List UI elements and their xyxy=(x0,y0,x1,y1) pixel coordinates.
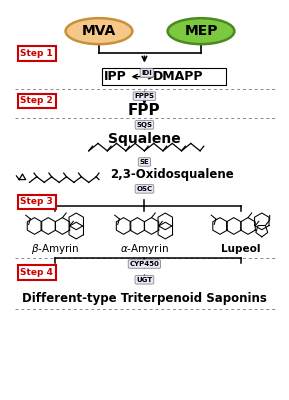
Text: Lupeol: Lupeol xyxy=(221,244,261,254)
Text: SQS: SQS xyxy=(136,122,152,128)
Text: Step 1: Step 1 xyxy=(21,49,53,58)
Text: Step 2: Step 2 xyxy=(21,96,53,105)
Ellipse shape xyxy=(66,18,132,44)
Text: SE: SE xyxy=(140,159,149,165)
Text: Squalene: Squalene xyxy=(108,132,181,146)
Text: 2,3-Oxidosqualene: 2,3-Oxidosqualene xyxy=(110,168,234,182)
Text: MVA: MVA xyxy=(82,24,116,38)
Ellipse shape xyxy=(168,18,234,44)
Text: MEP: MEP xyxy=(184,24,218,38)
Text: UGT: UGT xyxy=(136,277,153,283)
Text: Step 3: Step 3 xyxy=(21,197,53,206)
Text: CYP450: CYP450 xyxy=(129,261,159,267)
Text: IPP: IPP xyxy=(104,70,127,83)
Text: FPPS: FPPS xyxy=(134,93,154,99)
Text: $\it{\beta}$-Amyrin: $\it{\beta}$-Amyrin xyxy=(31,242,80,256)
Text: OSC: OSC xyxy=(136,186,153,192)
Text: $\it{\alpha}$-Amyrin: $\it{\alpha}$-Amyrin xyxy=(120,242,169,256)
Text: Step 4: Step 4 xyxy=(20,268,53,277)
Text: FPP: FPP xyxy=(128,104,161,118)
Text: IDI: IDI xyxy=(141,70,152,76)
Text: Different-type Triterpenoid Saponins: Different-type Triterpenoid Saponins xyxy=(22,292,267,305)
Text: DMAPP: DMAPP xyxy=(153,70,203,83)
